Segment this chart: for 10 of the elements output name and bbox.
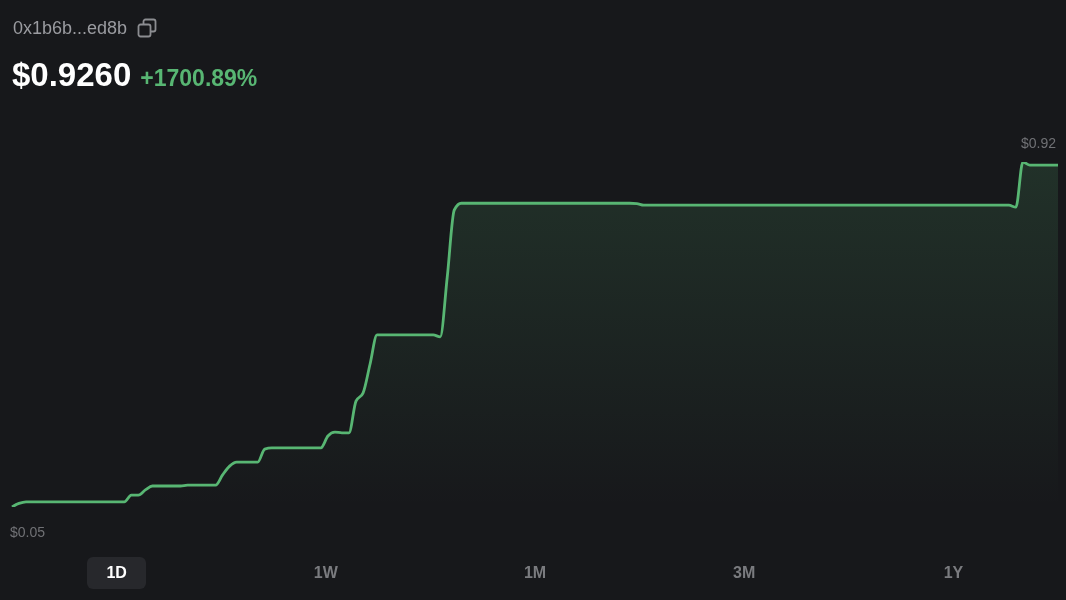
text: 1Y — [943, 564, 964, 582]
text: 1W — [313, 564, 338, 582]
chart-subtitle: +1700.89% — [140, 64, 258, 92]
text: 1M — [523, 564, 547, 582]
selected-tab: 1D — [87, 557, 146, 589]
text: 3M — [733, 564, 756, 582]
text: 0x1b6b...ed8b — [13, 17, 128, 39]
data-label: $0.05 — [10, 524, 46, 540]
data-label: $0.92 — [1020, 135, 1056, 151]
chart-title: $0.9260 — [12, 56, 132, 94]
